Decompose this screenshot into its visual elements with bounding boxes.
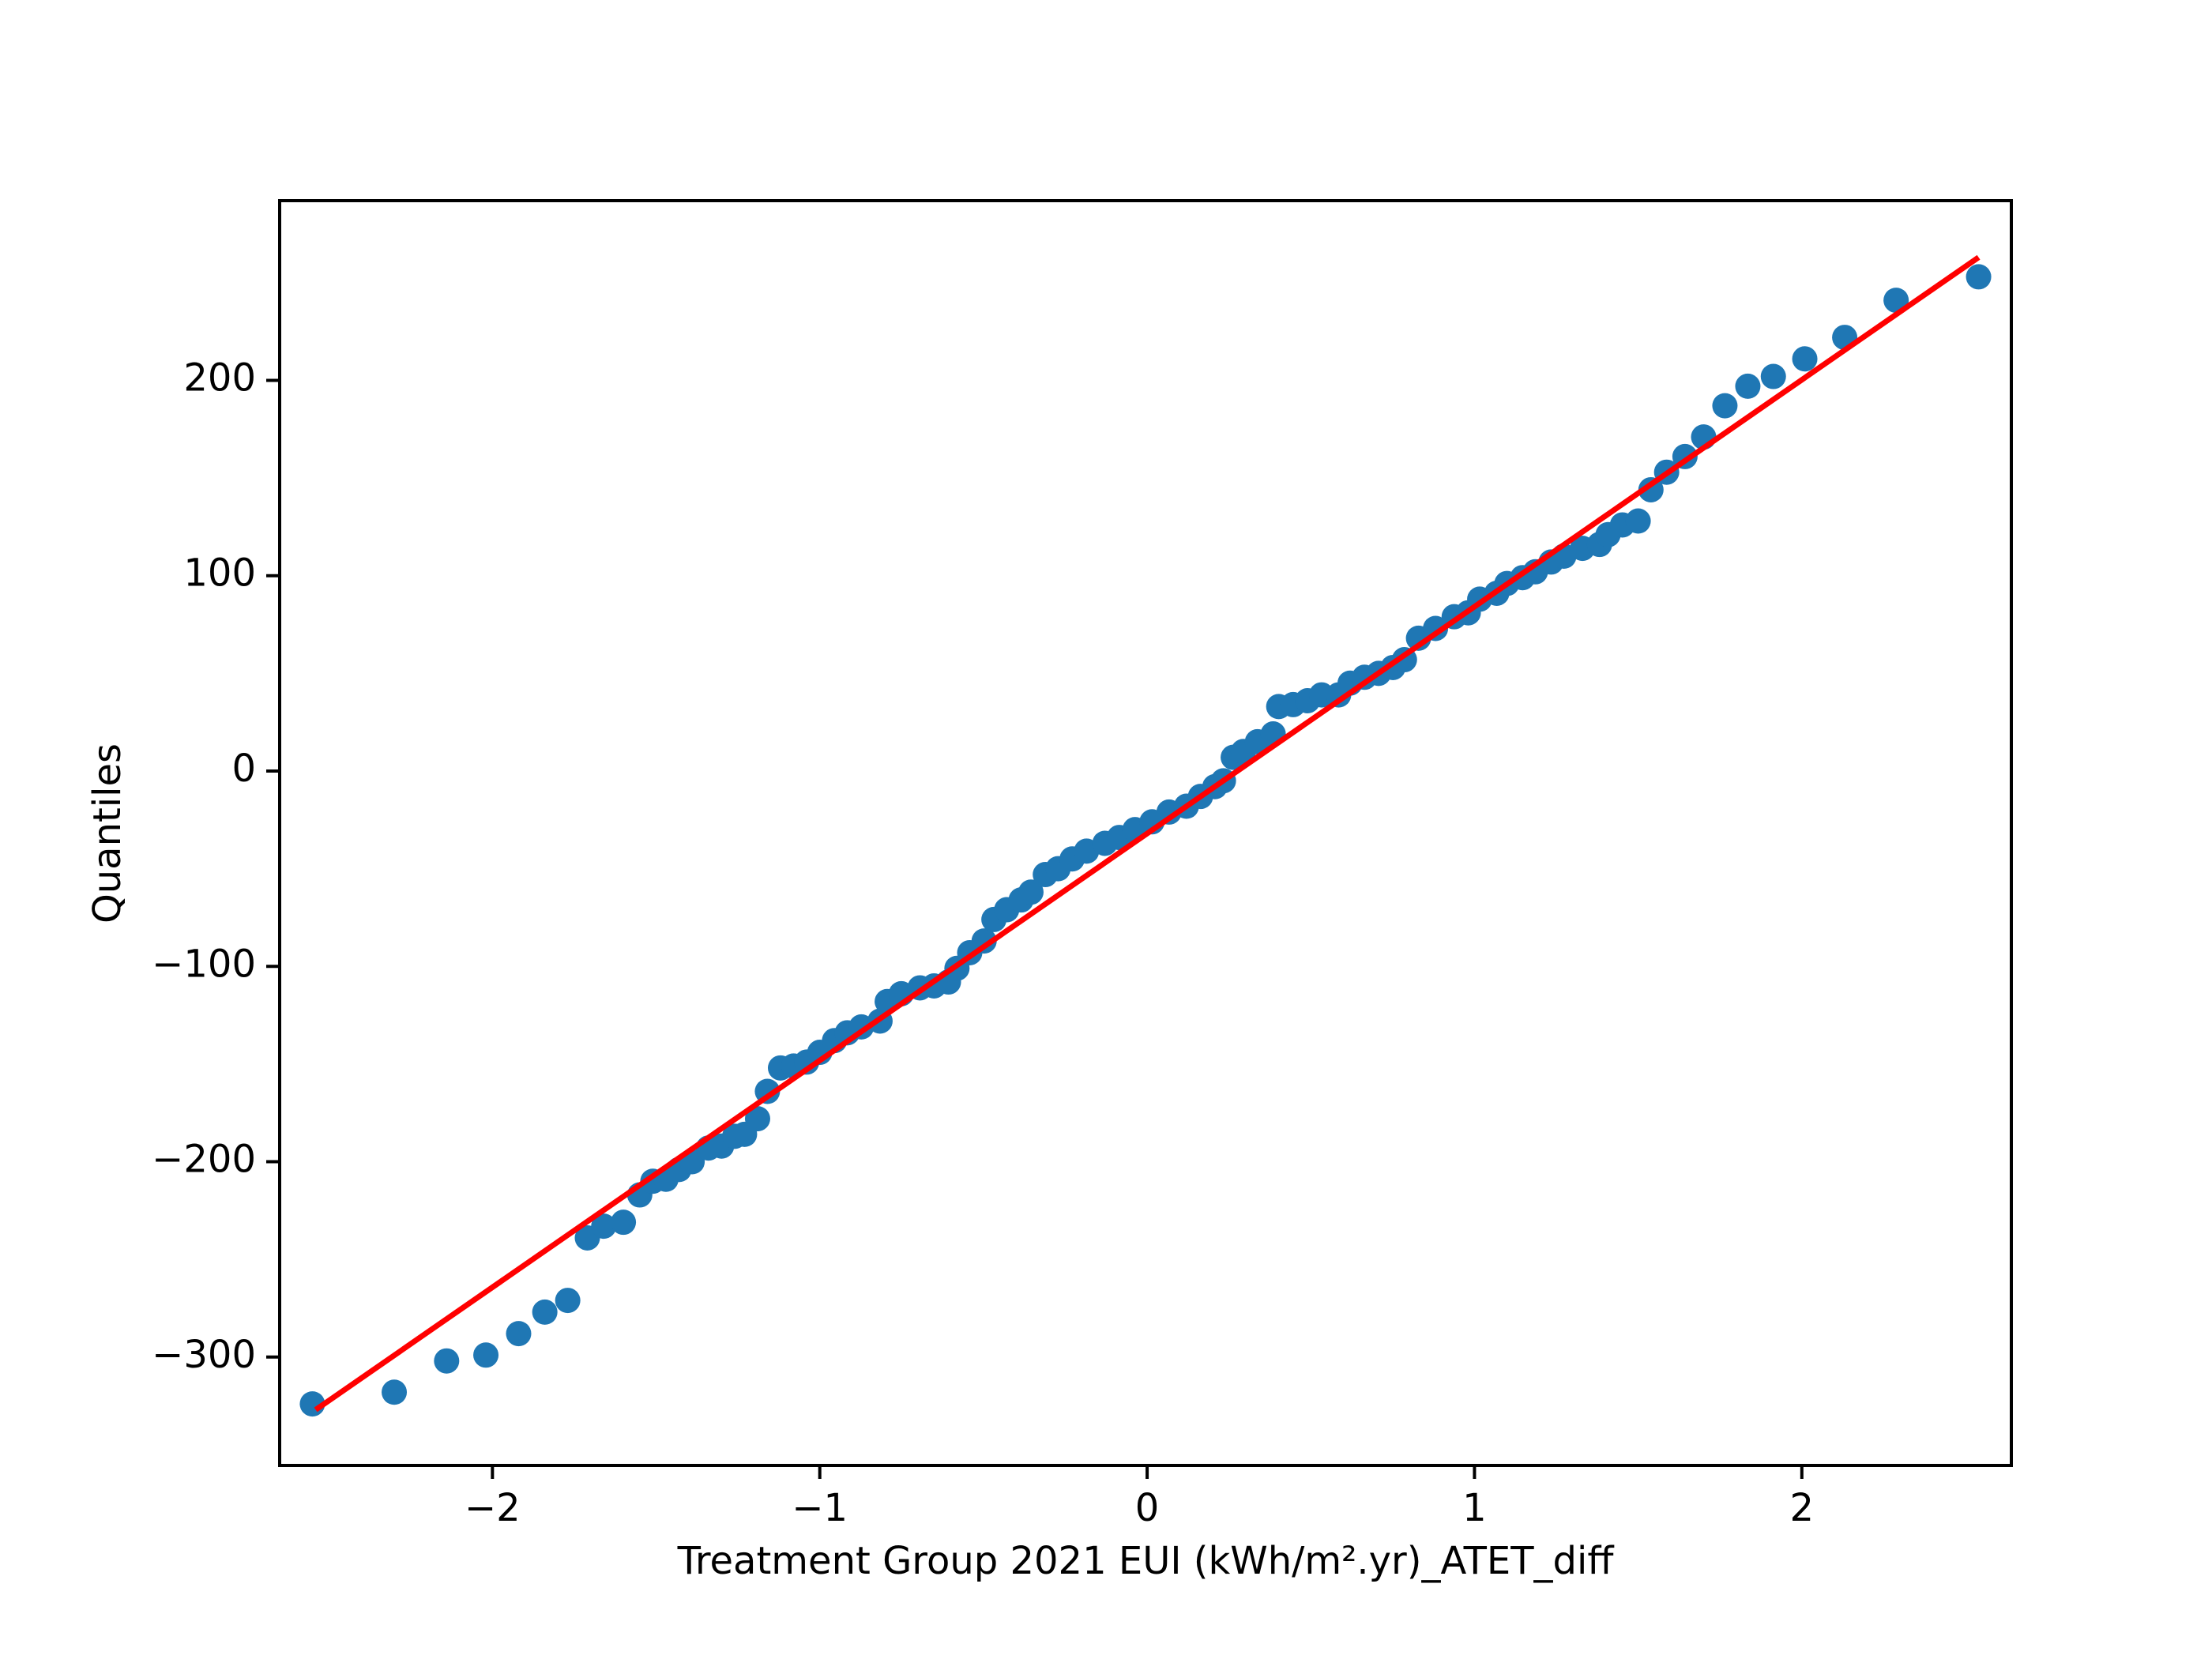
x-tick-label: −1 — [792, 1486, 848, 1530]
x-tick-label: 1 — [1462, 1486, 1487, 1530]
x-axis-label: Treatment Group 2021 EUI (kWh/m².yr)_ATE… — [677, 1539, 1615, 1583]
data-point — [1760, 363, 1786, 389]
data-point — [1966, 264, 1992, 290]
y-tick-label: 0 — [231, 747, 256, 791]
y-tick-label: 200 — [183, 356, 256, 400]
data-point — [382, 1379, 408, 1405]
x-tick-label: −2 — [465, 1486, 521, 1530]
y-tick-label: −100 — [152, 942, 256, 986]
data-point — [434, 1348, 460, 1374]
data-point — [744, 1106, 770, 1132]
y-axis-label: Quantiles — [85, 743, 130, 924]
data-point — [1883, 288, 1909, 314]
data-point — [532, 1299, 558, 1325]
data-point — [555, 1288, 581, 1314]
data-point — [1735, 373, 1761, 399]
y-tick-label: −300 — [152, 1333, 256, 1377]
fit-line — [314, 254, 1981, 1413]
data-point — [611, 1209, 637, 1236]
data-point — [1018, 879, 1044, 905]
x-tick-label: 2 — [1790, 1486, 1815, 1530]
plot-frame — [278, 199, 2013, 1467]
y-tick-label: −200 — [152, 1138, 256, 1182]
data-point — [506, 1321, 532, 1347]
data-point — [1625, 508, 1651, 534]
data-point — [971, 928, 997, 954]
data-point — [1638, 476, 1664, 502]
data-point — [1712, 393, 1738, 419]
data-point — [1792, 346, 1818, 372]
data-point — [754, 1078, 781, 1104]
data-point — [473, 1342, 499, 1368]
x-tick-label: 0 — [1135, 1486, 1160, 1530]
data-point — [591, 1213, 617, 1240]
y-tick-label: 100 — [183, 551, 256, 596]
